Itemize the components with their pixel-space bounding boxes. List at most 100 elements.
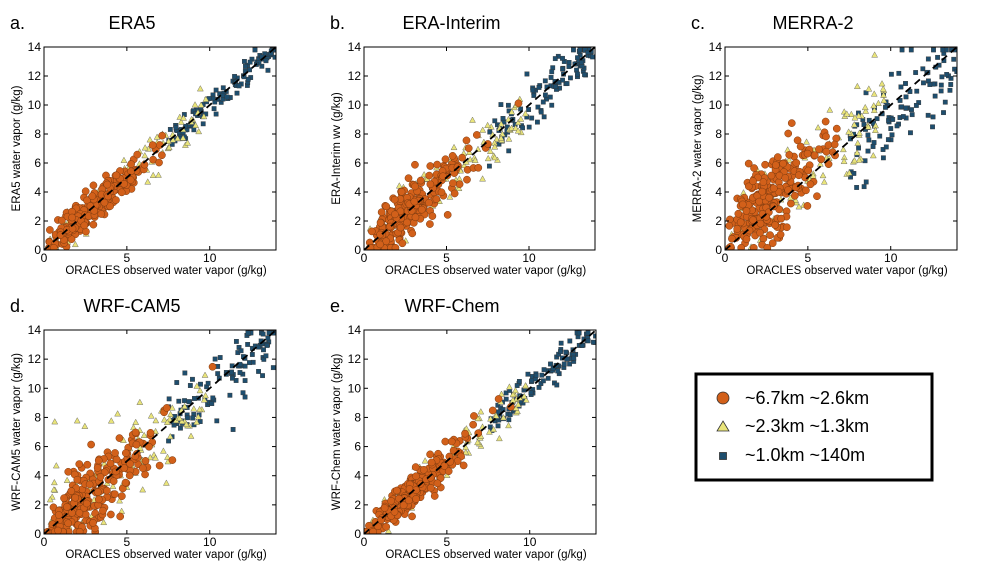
y-tick-label: 12 <box>348 69 362 83</box>
axes-frame <box>724 46 958 251</box>
point-square <box>939 74 945 80</box>
point-square <box>897 98 903 103</box>
point-circle <box>749 177 757 185</box>
point-circle <box>802 186 810 195</box>
point-square <box>242 59 247 64</box>
point-triangle <box>514 118 522 126</box>
point-triangle <box>499 130 506 137</box>
point-square <box>242 363 248 369</box>
point-square <box>242 378 248 383</box>
point-square <box>940 47 946 53</box>
point-square <box>908 130 913 136</box>
point-triangle <box>847 110 855 117</box>
point-triangle <box>193 418 200 425</box>
point-square <box>198 381 203 387</box>
point-square <box>524 71 530 77</box>
point-circle <box>792 158 801 167</box>
point-circle <box>102 486 111 495</box>
point-circle <box>168 456 177 464</box>
point-triangle <box>492 412 500 419</box>
point-square <box>191 127 197 133</box>
point-circle <box>118 492 126 501</box>
point-circle <box>824 160 833 169</box>
point-circle <box>813 192 821 201</box>
point-circle <box>832 124 841 133</box>
point-circle <box>141 457 150 465</box>
point-circle <box>765 193 773 202</box>
point-circle <box>822 147 831 156</box>
point-square <box>591 339 596 345</box>
point-circle <box>408 512 416 521</box>
point-circle <box>804 166 813 175</box>
point-triangle <box>856 129 863 136</box>
point-square <box>871 140 877 145</box>
point-circle <box>376 230 384 239</box>
point-circle <box>830 140 839 149</box>
point-square <box>896 70 902 76</box>
point-square <box>514 383 520 388</box>
y-tick-label: 0 <box>354 527 361 541</box>
point-square <box>526 107 532 112</box>
point-circle <box>100 198 109 207</box>
point-triangle <box>149 171 157 178</box>
point-circle <box>126 176 135 184</box>
scatter-points <box>45 47 276 250</box>
y-tick-label: 4 <box>715 185 722 199</box>
point-triangle <box>174 135 181 142</box>
y-tick-label: 6 <box>34 156 41 170</box>
point-circle <box>768 239 777 248</box>
point-square <box>548 75 554 80</box>
point-triangle <box>500 414 507 421</box>
point-circle <box>132 440 141 449</box>
one-to-one-line <box>724 46 958 251</box>
y-tick-label: 10 <box>709 98 723 112</box>
point-circle <box>112 455 121 464</box>
point-triangle <box>497 134 505 141</box>
point-circle <box>472 131 481 139</box>
point-square <box>540 378 546 384</box>
point-square <box>898 84 904 90</box>
point-square <box>230 427 236 432</box>
point-triangle <box>197 85 204 92</box>
x-tick-label: 0 <box>361 251 368 265</box>
point-circle <box>155 461 164 470</box>
point-square <box>260 373 265 379</box>
point-triangle <box>51 418 59 425</box>
y-tick-label: 8 <box>715 127 722 141</box>
point-circle <box>111 449 119 457</box>
point-circle <box>127 160 135 169</box>
point-square <box>554 382 560 388</box>
point-circle <box>392 486 401 495</box>
x-tick-label: 5 <box>444 535 451 549</box>
point-triangle <box>176 113 184 120</box>
axes-frame <box>363 46 596 251</box>
point-square <box>211 106 217 112</box>
point-triangle <box>193 382 201 389</box>
point-circle <box>793 136 802 145</box>
panel-c: c. MERRA-2 0 5 10 0 2 4 6 8 10 12 14 ORACLES observed… <box>691 13 958 277</box>
y-tick-label: 12 <box>28 352 42 366</box>
x-tick-label: 5 <box>805 251 812 265</box>
y-tick-label: 12 <box>28 69 42 83</box>
point-square <box>245 76 251 82</box>
point-triangle <box>870 90 878 97</box>
y-tick-label: 8 <box>34 127 41 141</box>
point-triangle <box>508 108 516 115</box>
point-triangle <box>201 371 209 378</box>
y-tick-label: 8 <box>354 410 361 424</box>
point-square <box>500 116 506 121</box>
point-square <box>927 82 933 87</box>
point-circle <box>94 488 102 496</box>
point-square <box>880 155 886 161</box>
point-square <box>538 109 544 115</box>
point-triangle <box>497 120 505 127</box>
point-circle <box>470 412 478 420</box>
point-circle <box>734 209 743 218</box>
point-triangle <box>160 447 167 454</box>
point-circle <box>426 484 435 492</box>
point-circle <box>784 129 793 138</box>
point-square <box>564 81 570 87</box>
point-square <box>571 355 577 361</box>
point-triangle <box>139 486 147 493</box>
point-square <box>265 335 271 341</box>
